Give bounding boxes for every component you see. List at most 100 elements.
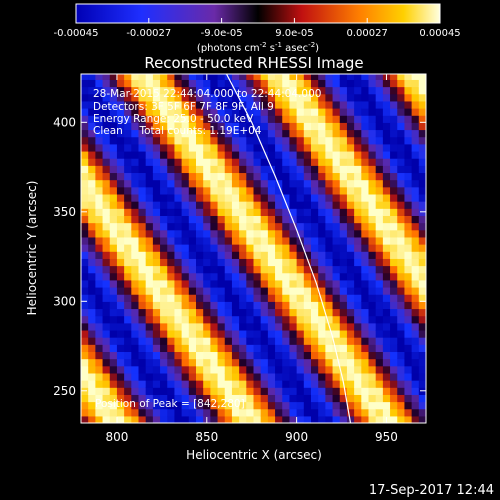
heatmap-cell bbox=[196, 365, 204, 374]
heatmap-cell bbox=[152, 193, 161, 202]
heatmap-cell bbox=[239, 329, 247, 338]
heatmap-cell bbox=[203, 329, 211, 338]
heatmap-cell bbox=[397, 222, 406, 231]
heatmap-cell bbox=[318, 100, 326, 109]
heatmap-cell bbox=[303, 136, 312, 145]
heatmap-cell bbox=[418, 258, 426, 267]
heatmap-cell bbox=[138, 415, 147, 423]
heatmap-cell bbox=[239, 236, 247, 245]
heatmap-cell bbox=[152, 179, 161, 188]
heatmap-cell bbox=[138, 258, 147, 267]
heatmap-cell bbox=[253, 258, 262, 267]
heatmap-cell bbox=[224, 108, 233, 116]
heatmap-cell bbox=[289, 387, 298, 395]
heatmap-cell bbox=[88, 136, 96, 145]
heatmap-cell bbox=[145, 179, 154, 188]
heatmap-cell bbox=[275, 201, 283, 209]
heatmap-cell bbox=[325, 86, 334, 95]
heatmap-cell bbox=[296, 165, 305, 174]
heatmap-cell bbox=[81, 193, 89, 202]
heatmap-cell bbox=[131, 236, 140, 245]
heatmap-cell bbox=[289, 86, 298, 95]
heatmap-cell bbox=[102, 258, 111, 267]
heatmap-cell bbox=[145, 408, 154, 417]
heatmap-cell bbox=[210, 272, 219, 281]
heatmap-cell bbox=[418, 165, 426, 174]
heatmap-cell bbox=[231, 380, 240, 388]
heatmap-cell bbox=[375, 372, 384, 381]
heatmap-cell bbox=[253, 344, 262, 353]
heatmap-cell bbox=[246, 329, 255, 338]
heatmap-cell bbox=[332, 265, 341, 274]
heatmap-cell bbox=[253, 93, 262, 102]
heatmap-cell bbox=[318, 86, 326, 95]
heatmap-cell bbox=[260, 244, 269, 252]
heatmap-cell bbox=[102, 394, 111, 403]
heatmap-cell bbox=[160, 215, 168, 224]
heatmap-cell bbox=[397, 229, 406, 238]
heatmap-cell bbox=[260, 186, 269, 195]
heatmap-cell bbox=[282, 308, 291, 317]
heatmap-cell bbox=[354, 229, 362, 238]
heatmap-cell bbox=[318, 387, 326, 395]
heatmap-cell bbox=[346, 179, 355, 188]
heatmap-cell bbox=[382, 358, 391, 367]
heatmap-cell bbox=[375, 179, 384, 188]
heatmap-cell bbox=[390, 158, 398, 166]
heatmap-cell bbox=[303, 380, 312, 388]
heatmap-cell bbox=[275, 272, 283, 281]
heatmap-cell bbox=[303, 315, 312, 324]
heatmap-cell bbox=[346, 108, 355, 116]
heatmap-cell bbox=[131, 172, 140, 181]
heatmap-cell bbox=[239, 315, 247, 324]
heatmap-cell bbox=[167, 301, 176, 310]
heatmap-cell bbox=[217, 315, 226, 324]
heatmap-cell bbox=[325, 329, 334, 338]
heatmap-cell bbox=[303, 229, 312, 238]
heatmap-cell bbox=[217, 329, 226, 338]
heatmap-cell bbox=[95, 372, 104, 381]
heatmap-cell bbox=[267, 244, 276, 252]
heatmap-cell bbox=[375, 108, 384, 116]
heatmap-cell bbox=[160, 301, 168, 310]
info-clean-counts: Clean Total counts: 1.19E+04 bbox=[93, 125, 262, 137]
heatmap-cell bbox=[361, 143, 370, 152]
heatmap-cell bbox=[311, 408, 319, 417]
heatmap-cell bbox=[109, 136, 118, 145]
heatmap-cell bbox=[203, 365, 211, 374]
heatmap-cell bbox=[368, 408, 377, 417]
heatmap-cell bbox=[210, 365, 219, 374]
heatmap-cell bbox=[346, 74, 355, 80]
heatmap-cell bbox=[109, 229, 118, 238]
heatmap-cell bbox=[188, 129, 197, 138]
heatmap-cell bbox=[210, 215, 219, 224]
heatmap-cell bbox=[339, 322, 348, 331]
heatmap-cell bbox=[253, 265, 262, 274]
heatmap-cell bbox=[361, 129, 370, 138]
heatmap-cell bbox=[318, 122, 326, 131]
heatmap-cell bbox=[332, 322, 341, 331]
heatmap-cell bbox=[282, 337, 291, 345]
heatmap-cell bbox=[253, 329, 262, 338]
heatmap-cell bbox=[88, 258, 96, 267]
heatmap-cell bbox=[418, 286, 426, 295]
heatmap-cell bbox=[311, 351, 319, 360]
heatmap-cell bbox=[318, 279, 326, 288]
heatmap-cell bbox=[88, 115, 96, 123]
heatmap-cell bbox=[246, 308, 255, 317]
heatmap-cell bbox=[390, 322, 398, 331]
heatmap-cell bbox=[354, 129, 362, 138]
heatmap-cell bbox=[217, 100, 226, 109]
heatmap-cell bbox=[160, 100, 168, 109]
heatmap-cell bbox=[124, 143, 132, 152]
heatmap-cell bbox=[418, 193, 426, 202]
heatmap-cell bbox=[109, 93, 118, 102]
heatmap-cell bbox=[167, 401, 176, 410]
heatmap-cell bbox=[375, 394, 384, 403]
heatmap-cell bbox=[282, 215, 291, 224]
heatmap-cell bbox=[418, 143, 426, 152]
heatmap-cell bbox=[282, 115, 291, 123]
heatmap-cell bbox=[174, 172, 183, 181]
heatmap-cell bbox=[131, 337, 140, 345]
heatmap-cell bbox=[375, 365, 384, 374]
